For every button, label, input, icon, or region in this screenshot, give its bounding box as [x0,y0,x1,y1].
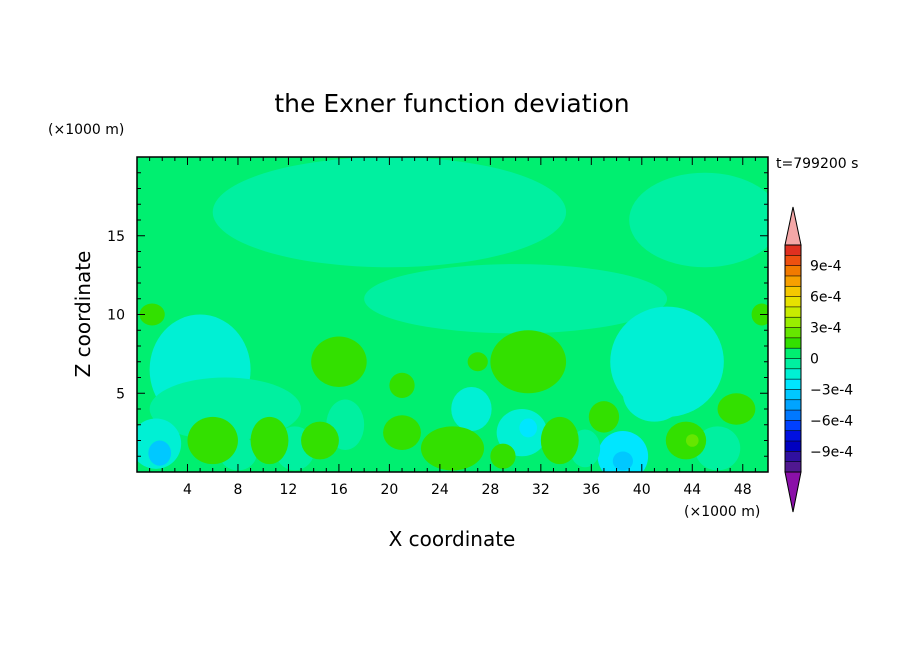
colorbar-swatch [785,451,801,462]
colorbar-swatch [785,441,801,452]
y-axis-label: Z coordinate [71,251,95,378]
colorbar-label: 6e-4 [810,290,842,306]
time-label: t=799200 s [776,156,858,172]
contour-region [212,157,567,268]
x-unit-label: (×1000 m) [684,504,760,520]
contour-region [250,416,289,465]
x-tick-label: 20 [380,482,398,498]
contour-region [383,415,421,450]
contour-region [420,426,485,471]
y-tick-label: 10 [107,308,125,324]
colorbar-swatch [785,399,801,411]
x-tick-label: 48 [734,482,752,498]
colorbar-swatch [785,461,801,472]
contour-region [187,416,238,465]
x-tick-label: 4 [183,482,192,498]
colorbar-over-arrow [784,206,802,246]
colorbar-swatch [785,265,801,276]
colorbar-swatch [785,410,801,421]
colorbar: 9e-4 6e-4 3e-4 0 −3e-4 −6e-4 −9e-4 [784,206,853,513]
colorbar-label: −3e-4 [810,382,853,398]
contour-region [490,330,567,394]
colorbar-label: −9e-4 [810,444,853,460]
contour-region [301,421,339,460]
colorbar-swatch [785,255,801,266]
colorbar-swatch [785,296,801,307]
y-tick-label: 15 [107,229,125,245]
contour-region [694,426,741,471]
colorbar-swatch [785,245,801,256]
contour-region [139,303,165,326]
colorbar-swatch [785,317,801,328]
y-unit-label: (×1000 m) [48,122,124,138]
colorbar-swatch [785,275,801,287]
contour-region [148,440,172,466]
y-tick-label: 5 [116,386,125,402]
colorbar-swatch [785,389,801,400]
colorbar-swatch [785,286,801,297]
x-tick-label: 36 [582,482,600,498]
contour-region [612,451,633,471]
contour-region [389,372,415,398]
contour-region [717,393,756,425]
contour-region [540,416,579,465]
contour-region [172,338,228,386]
colorbar-swatch [785,337,801,349]
colorbar-label: 0 [810,352,819,368]
contour-region [588,401,620,433]
contour-field [137,157,768,472]
colorbar-swatch [785,348,801,359]
contour-region [665,421,707,460]
colorbar-swatch [785,306,801,318]
contour-region [685,434,699,447]
contour-region [490,443,516,469]
colorbar-swatch [785,379,801,390]
x-tick-label: 16 [330,482,348,498]
x-tick-label: 24 [431,482,449,498]
contour-region [519,418,538,438]
colorbar-label: 3e-4 [810,321,842,337]
contour-region [311,336,367,387]
colorbar-label: 9e-4 [810,259,842,275]
chart-title: the Exner function deviation [274,89,629,118]
colorbar-swatch [785,327,801,338]
colorbar-swatch [785,430,801,442]
contour-region [364,264,668,334]
colorbar-swatch [785,420,801,431]
x-tick-label: 28 [481,482,499,498]
contour-region [451,386,492,432]
contour-region [622,364,686,422]
x-tick-label: 40 [633,482,651,498]
y-axis-ticks: 5 10 15 [107,172,768,457]
colorbar-swatch [785,358,801,369]
x-tick-label: 12 [280,482,298,498]
colorbar-under-arrow [784,471,802,513]
x-tick-label: 32 [532,482,550,498]
x-tick-label: 44 [683,482,701,498]
contour-region [751,303,768,326]
x-tick-label: 8 [233,482,242,498]
x-axis-ticks: 4 8 12 16 20 24 28 32 36 40 44 48 [149,157,756,498]
colorbar-label: −6e-4 [810,413,853,429]
contour-region [629,172,768,268]
contour-region [467,352,488,372]
x-axis-label: X coordinate [389,527,516,551]
colorbar-swatch [785,368,801,380]
